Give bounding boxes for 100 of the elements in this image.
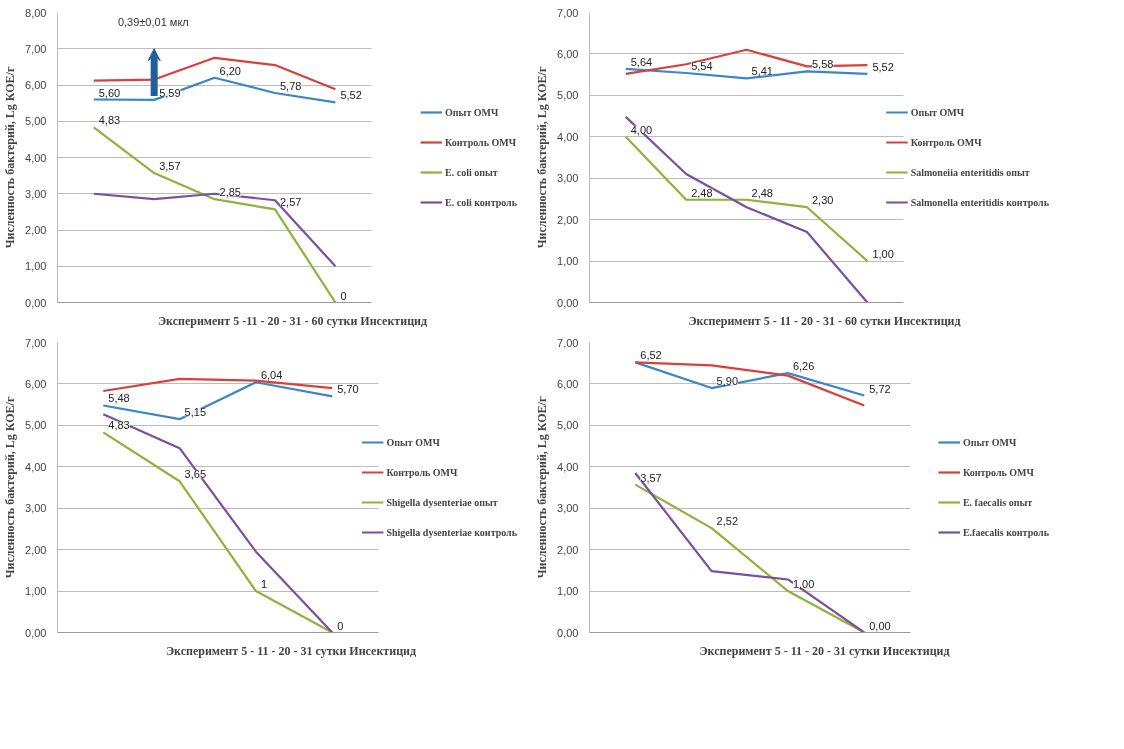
y-tick-label: 4,00 (557, 460, 579, 473)
line-series (624, 135, 869, 263)
data-label: 0,00 (869, 619, 891, 632)
y-axis-title: Численность бактерий, Lg КОЕ/г (3, 66, 18, 249)
data-label: 3,57 (640, 471, 662, 484)
legend-label: E.faecalis контроль (962, 526, 1049, 538)
y-axis-title: Численность бактерий, Lg КОЕ/г (535, 66, 550, 249)
y-tick-label: 4,00 (25, 460, 47, 473)
y-tick-label: 6,00 (557, 47, 579, 60)
y-tick-label: 1,00 (25, 585, 47, 598)
legend-label: Shigella dysenteriae опыт (386, 496, 498, 508)
y-tick-label: 1,00 (557, 255, 579, 268)
data-label: 5,70 (337, 383, 359, 396)
data-label: 2,48 (691, 186, 713, 199)
line-series (624, 115, 869, 303)
y-tick-label: 6,00 (25, 377, 47, 390)
data-label: 1 (260, 578, 268, 591)
y-tick-label: 0,00 (25, 296, 47, 309)
y-tick-label: 2,00 (25, 543, 47, 556)
data-label: 4,83 (108, 419, 130, 432)
data-label: 5,90 (716, 375, 739, 388)
data-label: 6,04 (260, 369, 283, 382)
y-tick-label: 5,00 (25, 115, 47, 128)
y-tick-label: 3,00 (25, 502, 47, 515)
legend-label: Salmoneiia enteritidis опыт (910, 166, 1030, 178)
data-label: 6,52 (640, 349, 662, 362)
legend-label: Опыт ОМЧ (910, 106, 965, 118)
x-axis-title: Эксперимент 5 - 11 - 20 - 31 - 60 сутки Инсектицид (688, 313, 961, 328)
data-label: 5,78 (280, 79, 302, 92)
data-label: 0 (337, 619, 344, 632)
legend-label: E. coli контроль (445, 196, 517, 208)
data-label: 5,59 (159, 86, 181, 99)
legend-label: Контроль ОМЧ (910, 136, 982, 148)
line-series (92, 126, 337, 303)
data-label: 6,20 (219, 64, 242, 77)
data-label: 0 (340, 289, 347, 302)
data-label: 2,52 (716, 515, 739, 528)
y-tick-label: 1,00 (25, 260, 47, 273)
y-tick-label: 7,00 (557, 6, 579, 19)
data-label: 5,54 (691, 59, 713, 72)
legend-label: Опыт ОМЧ (386, 436, 440, 448)
data-label: 6,26 (792, 360, 815, 373)
line-series (92, 56, 337, 91)
line-series (634, 361, 866, 407)
x-axis-title: Эксперимент 5 -11 - 20 - 31 - 60 сутки Инсектицид (157, 313, 428, 328)
data-label: 5,60 (98, 86, 121, 99)
legend-label: Контроль ОМЧ (962, 466, 1034, 478)
y-tick-label: 6,00 (557, 377, 579, 390)
data-label: 5,72 (869, 382, 891, 395)
line-series (102, 381, 334, 421)
y-tick-label: 8,00 (25, 6, 47, 19)
y-tick-label: 2,00 (25, 224, 47, 236)
y-tick-label: 6,00 (25, 79, 47, 91)
data-label: 5,64 (630, 55, 653, 68)
y-tick-label: 0,00 (557, 296, 579, 309)
y-tick-label: 3,00 (557, 172, 579, 185)
y-axis-title: Численность бактерий, Lg КОЕ/г (535, 396, 550, 579)
data-label: 5,52 (340, 89, 362, 102)
legend-label: Контроль ОМЧ (445, 136, 517, 148)
y-tick-label: 2,00 (557, 213, 579, 226)
y-axis-title: Численность бактерий, Lg КОЕ/г (3, 396, 18, 579)
legend-label: E. coli опыт (445, 166, 498, 178)
data-label: 2,85 (219, 186, 242, 199)
line-series (624, 48, 869, 75)
x-axis-title: Эксперимент 5 - 11 - 20 - 31 сутки Инсектицид (699, 643, 950, 658)
data-label: 5,41 (751, 65, 774, 78)
annotation: 0,39±0,01 мкл (117, 15, 189, 28)
legend-label: Salmonella enteritidis контроль (910, 196, 1049, 208)
legend-label: Shigella dysenteriae контроль (386, 526, 517, 538)
data-label: 3,57 (159, 160, 181, 173)
data-label: 5,48 (108, 392, 130, 405)
y-tick-label: 5,00 (557, 419, 579, 432)
y-tick-label: 7,00 (25, 336, 47, 349)
data-label: 2,57 (280, 196, 302, 209)
line-series (92, 76, 337, 104)
data-label: 5,15 (184, 406, 207, 419)
y-tick-label: 2,00 (557, 543, 579, 556)
y-tick-label: 4,00 (25, 151, 47, 164)
y-tick-label: 1,00 (557, 585, 579, 598)
y-tick-label: 3,00 (25, 187, 47, 200)
y-tick-label: 3,00 (557, 502, 579, 515)
y-tick-label: 5,00 (557, 89, 579, 102)
legend-label: E. faecalis опыт (962, 496, 1033, 508)
legend-label: Опыт ОМЧ (445, 106, 499, 118)
legend-label: Контроль ОМЧ (386, 466, 458, 478)
y-tick-label: 7,00 (557, 336, 579, 349)
y-tick-label: 7,00 (25, 42, 47, 55)
data-label: 4,00 (630, 123, 653, 136)
y-tick-label: 4,00 (557, 130, 579, 143)
data-label: 4,83 (98, 114, 121, 127)
data-label: 2,30 (812, 194, 834, 207)
data-label: 3,65 (184, 468, 207, 481)
data-label: 1,00 (792, 578, 815, 591)
data-label: 1,00 (872, 248, 894, 261)
line-series (634, 361, 866, 397)
y-tick-label: 0,00 (25, 626, 47, 639)
data-label: 5,58 (812, 58, 834, 71)
legend-label: Опыт ОМЧ (962, 436, 1017, 448)
y-tick-label: 0,00 (557, 626, 579, 639)
y-tick-label: 5,00 (25, 419, 47, 432)
